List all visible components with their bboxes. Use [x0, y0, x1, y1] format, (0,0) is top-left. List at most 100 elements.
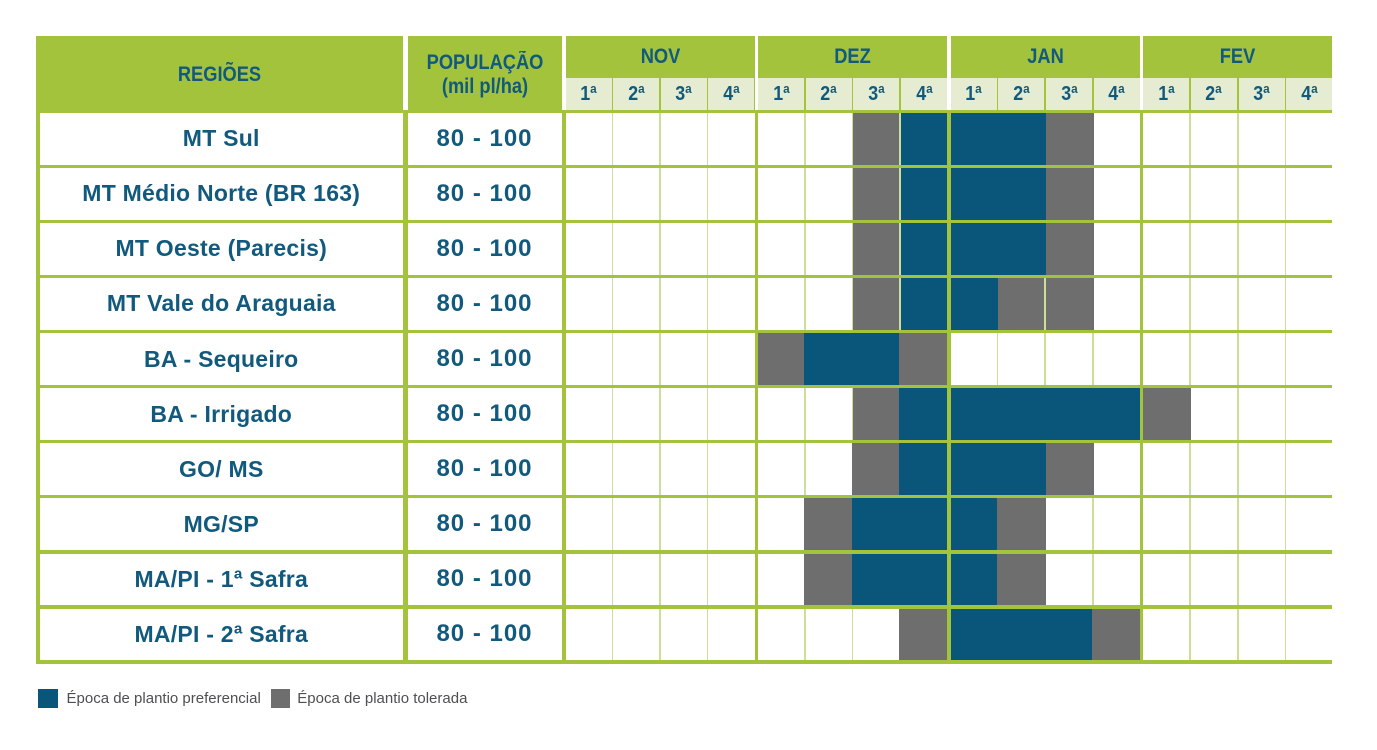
preferred-planting-fill [901, 113, 948, 165]
week-grid-line [1236, 388, 1239, 440]
preferred-planting-fill [901, 278, 948, 330]
week-grid-line [706, 553, 709, 606]
population-cell: 80 - 100 [407, 278, 562, 330]
week-grid-line [706, 498, 709, 551]
week-grid-line [804, 388, 806, 440]
week-grid-line [1284, 608, 1287, 661]
week-grid-line [804, 278, 806, 330]
month-cells-group [1143, 223, 1333, 275]
week-grid-line [1189, 553, 1191, 606]
legend: Época de plantio preferencial Época de p… [38, 689, 467, 708]
population-cell: 80 - 100 [407, 443, 562, 495]
week-grid-line [659, 223, 661, 275]
week-header-label: 2ª [627, 81, 645, 105]
month-cells-group [758, 553, 948, 606]
month-cells-group [1143, 443, 1333, 495]
tolerated-planting-fill [853, 113, 900, 165]
month-cells-group [950, 168, 1140, 220]
region-cell: MG/SP [39, 498, 403, 551]
week-header-nov-3: 3ª [660, 78, 707, 110]
week-header-jan-2: 2ª [998, 78, 1045, 110]
week-grid-line [851, 388, 854, 440]
week-grid-line [1044, 333, 1046, 385]
population-column-header: POPULAÇÃO (mil pl/ha) [418, 36, 552, 113]
month-header-dez: DEZ [834, 45, 871, 68]
week-grid-line [1092, 498, 1094, 551]
week-grid-line [1044, 278, 1046, 330]
week-grid-line [611, 278, 614, 330]
week-grid-line [1284, 333, 1287, 385]
week-grid-line [851, 278, 854, 330]
month-cells-group [565, 333, 755, 385]
month-cells-group [758, 223, 948, 275]
month-cells-group [565, 443, 755, 495]
region-cell: GO/ MS [39, 443, 403, 495]
week-header-jan-1: 1ª [950, 78, 997, 110]
week-grid-line [1236, 223, 1239, 275]
week-header-label: 2ª [820, 81, 838, 105]
week-header-dez-4: 4ª [901, 78, 948, 110]
preferred-planting-fill [950, 608, 1093, 661]
week-grid-line [706, 443, 709, 495]
month-header-nov: NOV [640, 45, 680, 68]
month-cells-group [758, 608, 948, 661]
week-grid-line [659, 278, 661, 330]
week-grid-line [1092, 553, 1094, 606]
month-cells-group [565, 168, 755, 220]
population-cell: 80 - 100 [407, 168, 562, 220]
month-cells-group [565, 223, 755, 275]
week-grid-line [899, 113, 902, 165]
preferred-planting-fill [950, 443, 1046, 495]
tolerated-planting-fill [853, 168, 900, 220]
week-header-fev-4: 4ª [1286, 78, 1333, 110]
region-cell: MT Vale do Araguaia [39, 278, 403, 330]
tolerated-planting-fill [804, 553, 852, 606]
tolerated-planting-fill [1143, 388, 1191, 440]
month-cells-group [1143, 388, 1333, 440]
week-grid-line [659, 498, 661, 551]
week-header-label: 4ª [1108, 81, 1125, 105]
week-grid-line [706, 278, 709, 330]
month-cells-group [565, 113, 755, 165]
week-grid-line [804, 168, 806, 220]
week-header-nov-1: 1ª [565, 78, 612, 110]
planting-calendar-table: REGIÕES POPULAÇÃO (mil pl/ha) NOV 1ª 2ª 3ª 4ª DE… [36, 36, 1333, 664]
week-header-dez-1: 1ª [758, 78, 805, 110]
preferred-planting-fill [851, 498, 948, 551]
week-grid-line [899, 168, 902, 220]
tolerated-planting-fill [996, 553, 1046, 606]
week-grid-line [1236, 168, 1239, 220]
tolerated-planting-fill [1045, 168, 1094, 220]
week-grid-line [1284, 278, 1287, 330]
week-header-label: 1ª [580, 81, 597, 105]
month-cells-group [950, 113, 1140, 165]
preferred-planting-fill [950, 113, 1046, 165]
preferred-planting-fill [950, 168, 1046, 220]
month-cells-group [1143, 113, 1333, 165]
header-divider [403, 36, 408, 110]
week-header-fev-3: 3ª [1238, 78, 1285, 110]
week-grid-line [611, 113, 614, 165]
month-cells-group [950, 223, 1140, 275]
week-grid-line [611, 608, 614, 661]
preferred-planting-fill [950, 498, 997, 551]
tolerated-planting-fill [1045, 113, 1094, 165]
tolerated-planting-fill [851, 443, 900, 495]
week-grid-line [1236, 553, 1239, 606]
preferred-planting-fill [851, 553, 948, 606]
population-cell: 80 - 100 [407, 113, 562, 165]
week-grid-line [1189, 168, 1191, 220]
population-cell: 80 - 100 [407, 553, 562, 606]
week-grid-line [1189, 443, 1191, 495]
region-cell: MT Médio Norte (BR 163) [39, 168, 403, 220]
week-grid-line [1284, 388, 1287, 440]
tolerated-planting-fill [853, 223, 900, 275]
region-cell: MT Sul [39, 113, 403, 165]
week-grid-line [1236, 498, 1239, 551]
week-grid-line [1236, 113, 1239, 165]
week-grid-line [1236, 443, 1239, 495]
month-cells-group [565, 278, 755, 330]
week-grid-line [659, 553, 661, 606]
week-grid-line [611, 168, 614, 220]
week-header-label: 1ª [965, 81, 982, 105]
